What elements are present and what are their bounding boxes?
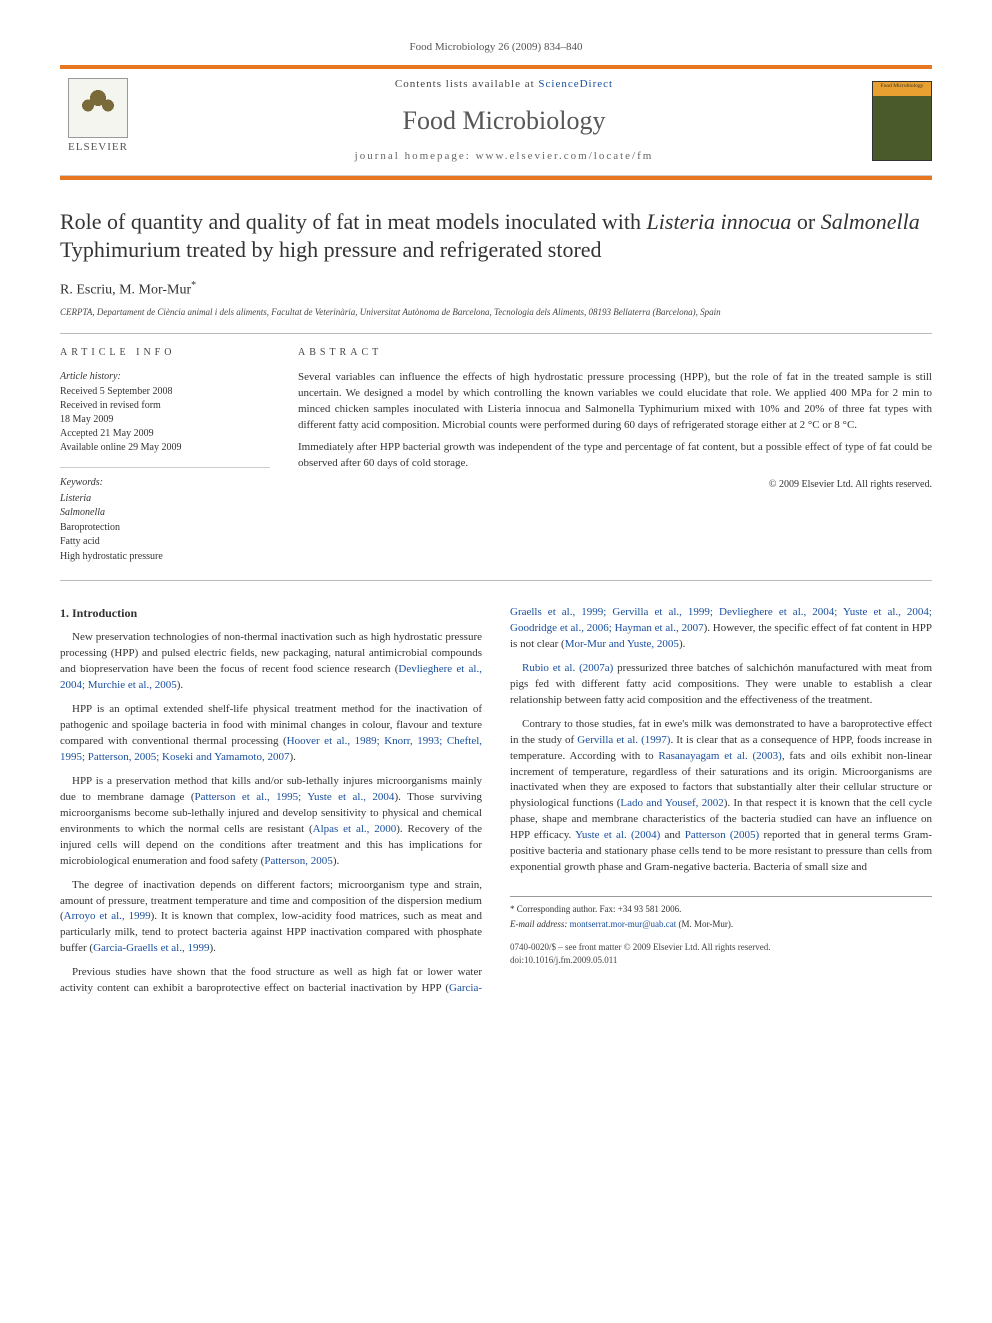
doi-line: doi:10.1016/j.fm.2009.05.011	[510, 954, 932, 967]
keyword: Listeria	[60, 492, 270, 507]
article-history: Article history: Received 5 September 20…	[60, 370, 270, 455]
contents-prefix: Contents lists available at	[395, 78, 538, 90]
intro-heading: 1. Introduction	[60, 605, 482, 622]
journal-center-block: Contents lists available at ScienceDirec…	[136, 77, 872, 164]
corr-author-line: * Corresponding author. Fax: +34 93 581 …	[510, 903, 932, 916]
keyword: High hydrostatic pressure	[60, 550, 270, 565]
email-link[interactable]: montserrat.mor-mur@uab.cat	[570, 919, 677, 929]
email-line: E-mail address: montserrat.mor-mur@uab.c…	[510, 918, 932, 931]
elsevier-logo: ELSEVIER	[60, 78, 136, 164]
elsevier-tree-icon	[68, 78, 128, 138]
abstract-heading: ABSTRACT	[298, 346, 932, 361]
contents-line: Contents lists available at ScienceDirec…	[136, 77, 872, 92]
keyword: Fatty acid	[60, 535, 270, 550]
body-paragraph: HPP is an optimal extended shelf-life ph…	[60, 702, 482, 766]
sciencedirect-link[interactable]: ScienceDirect	[538, 78, 613, 90]
history-line: Received 5 September 2008	[60, 385, 270, 399]
article-info-block: ARTICLE INFO Article history: Received 5…	[60, 346, 270, 565]
homepage-prefix: journal homepage:	[355, 150, 476, 162]
history-line: Received in revised form	[60, 399, 270, 413]
history-line: Available online 29 May 2009	[60, 441, 270, 455]
journal-cover-thumbnail: Food Microbiology	[872, 81, 932, 161]
history-line: Accepted 21 May 2009	[60, 427, 270, 441]
abstract-p2: Immediately after HPP bacterial growth w…	[298, 440, 932, 472]
doi-block: 0740-0020/$ – see front matter © 2009 El…	[510, 941, 932, 967]
front-matter-line: 0740-0020/$ – see front matter © 2009 El…	[510, 941, 932, 954]
cover-label: Food Microbiology	[873, 83, 931, 91]
keyword: Salmonella	[60, 506, 270, 521]
body-paragraph: Contrary to those studies, fat in ewe's …	[510, 717, 932, 876]
article-body: 1. Introduction New preservation technol…	[60, 605, 932, 997]
journal-name: Food Microbiology	[136, 103, 872, 139]
email-label: E-mail address:	[510, 919, 570, 929]
citation-header: Food Microbiology 26 (2009) 834–840	[60, 40, 932, 55]
keywords-block: Keywords: Listeria Salmonella Baroprotec…	[60, 467, 270, 565]
author-names: R. Escriu, M. Mor-Mur	[60, 282, 191, 297]
affiliation: CERPTA, Departament de Ciència animal i …	[60, 306, 932, 319]
abstract-p1: Several variables can influence the effe…	[298, 370, 932, 434]
body-paragraph: Rubio et al. (2007a) pressurized three b…	[510, 661, 932, 709]
abstract-block: ABSTRACT Several variables can influence…	[298, 346, 932, 565]
publisher-name: ELSEVIER	[68, 140, 128, 155]
homepage-url: www.elsevier.com/locate/fm	[476, 150, 654, 162]
body-paragraph: New preservation technologies of non-the…	[60, 630, 482, 694]
info-abstract-row: ARTICLE INFO Article history: Received 5…	[60, 333, 932, 582]
homepage-line: journal homepage: www.elsevier.com/locat…	[136, 149, 872, 164]
corr-marker: *	[191, 280, 196, 291]
body-paragraph: HPP is a preservation method that kills …	[60, 774, 482, 870]
keyword: Baroprotection	[60, 521, 270, 536]
corresponding-footnote: * Corresponding author. Fax: +34 93 581 …	[510, 896, 932, 931]
article-title: Role of quantity and quality of fat in m…	[60, 208, 932, 265]
email-suffix: (M. Mor-Mur).	[676, 919, 733, 929]
authors-line: R. Escriu, M. Mor-Mur*	[60, 279, 932, 300]
abstract-copyright: © 2009 Elsevier Ltd. All rights reserved…	[298, 478, 932, 493]
body-paragraph: The degree of inactivation depends on di…	[60, 878, 482, 958]
history-line: 18 May 2009	[60, 413, 270, 427]
article-info-heading: ARTICLE INFO	[60, 346, 270, 360]
keywords-label: Keywords:	[60, 476, 270, 490]
history-label: Article history:	[60, 370, 270, 384]
journal-header-bar: ELSEVIER Contents lists available at Sci…	[60, 65, 932, 175]
orange-divider	[60, 176, 932, 180]
